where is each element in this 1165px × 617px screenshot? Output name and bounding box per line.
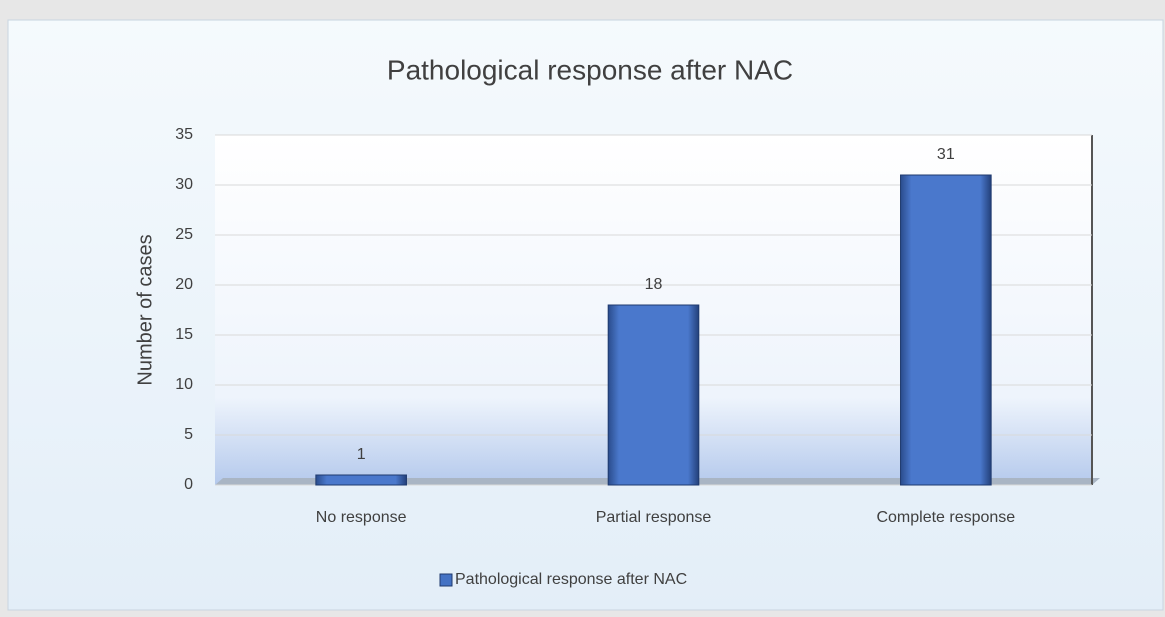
data-label: 18 [645,276,663,293]
x-tick-label: Partial response [596,509,712,526]
bar [900,174,992,486]
y-axis-label: Number of cases [134,234,156,385]
y-tick-label: 30 [175,176,193,193]
y-tick-label: 15 [175,326,193,343]
y-tick-label: 10 [175,376,193,393]
y-tick-label: 5 [184,426,193,443]
bar [607,304,700,486]
y-tick-label: 0 [184,476,193,493]
legend-label: Pathological response after NAC [455,571,687,588]
data-label: 1 [357,446,366,463]
y-tick-label: 20 [175,276,193,293]
chart-title: Pathological response after NAC [387,54,793,85]
y-tick-label: 25 [175,226,193,243]
x-tick-label: No response [316,509,407,526]
x-tick-label: Complete response [876,509,1015,526]
bar [315,474,407,486]
data-label: 31 [937,146,955,163]
legend-swatch [439,573,453,587]
y-tick-label: 35 [175,126,193,143]
